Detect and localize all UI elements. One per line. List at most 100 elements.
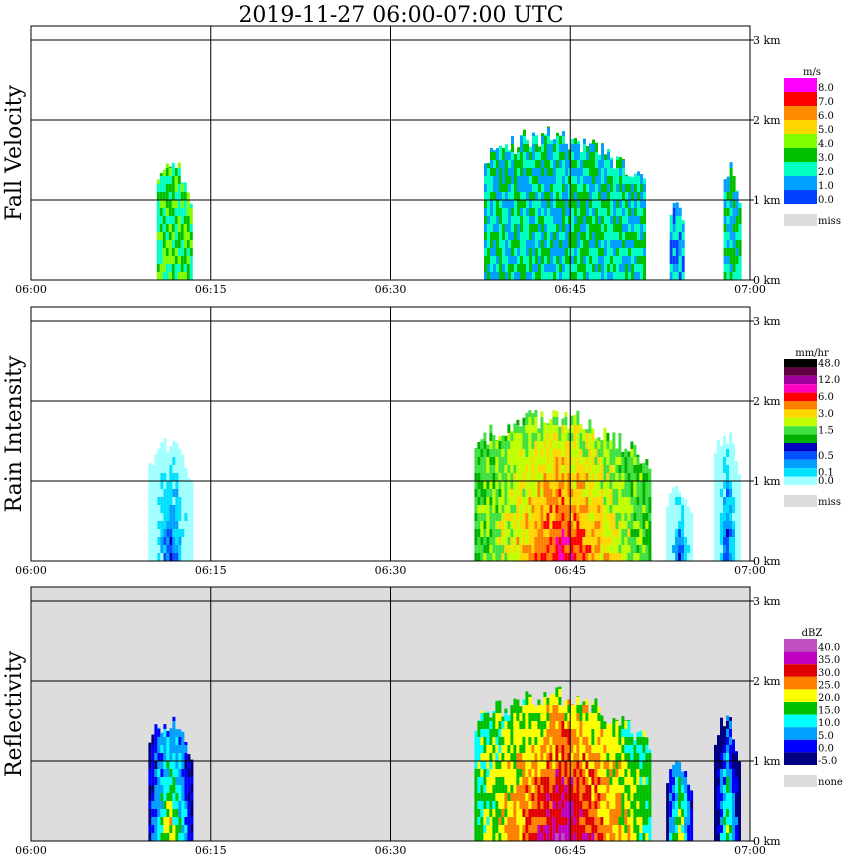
reflectivity-cell: [501, 753, 505, 761]
fall-velocity-cell: [735, 256, 739, 264]
rain-intensity-cell: [510, 513, 514, 521]
fall-velocity-legend-swatch: [784, 120, 817, 134]
fall-velocity-cell: [487, 256, 490, 264]
fall-velocity-cell: [723, 256, 727, 264]
reflectivity-cell: [630, 785, 634, 793]
rain-intensity-cell: [570, 457, 574, 465]
rain-intensity-cell: [639, 521, 643, 529]
fall-velocity-cell: [643, 264, 646, 272]
rain-intensity-cell: [486, 444, 490, 449]
rain-intensity-cell: [606, 441, 610, 449]
reflectivity-cell: [585, 745, 589, 753]
rain-intensity-cell: [603, 545, 607, 553]
reflectivity-cell: [510, 769, 514, 777]
rain-intensity-cell: [582, 497, 586, 505]
rain-intensity-cell: [534, 489, 538, 497]
reflectivity-cell: [540, 729, 544, 737]
reflectivity-cell: [561, 769, 565, 777]
reflectivity-cell: [516, 753, 520, 761]
reflectivity-cell: [552, 697, 556, 705]
rain-intensity-cell: [648, 481, 652, 489]
fall-velocity-echo-0: [156, 162, 193, 280]
rain-intensity-cell: [483, 537, 487, 545]
fall-velocity-cell: [487, 216, 490, 224]
fall-velocity-cell: [556, 192, 559, 200]
rain-intensity-cell: [573, 441, 577, 449]
reflectivity-cell: [507, 793, 511, 801]
fall-velocity-cell: [550, 144, 553, 152]
fall-velocity-cell: [517, 152, 520, 160]
reflectivity-cell: [528, 737, 532, 745]
rain-intensity-cell: [175, 442, 179, 449]
rain-intensity-cell: [723, 513, 726, 521]
fall-velocity-cell: [541, 208, 544, 216]
fall-velocity-cell: [640, 208, 643, 216]
rain-intensity-cell: [582, 505, 586, 513]
fall-velocity-cell: [622, 159, 625, 160]
fall-velocity-legend-swatch: [784, 162, 817, 176]
reflectivity-cell: [627, 833, 631, 841]
rain-intensity-cell: [519, 553, 523, 561]
reflectivity-cell: [181, 793, 185, 801]
reflectivity-cell: [543, 737, 547, 745]
fall-velocity-cell: [616, 216, 619, 224]
reflectivity-cell: [528, 801, 532, 809]
reflectivity-cell: [627, 809, 631, 817]
reflectivity-cell: [570, 809, 574, 817]
reflectivity-cell: [489, 717, 493, 721]
reflectivity-cell: [160, 793, 164, 801]
reflectivity-cell: [597, 825, 601, 833]
reflectivity-cell: [489, 737, 493, 745]
rain-intensity-cell: [486, 505, 490, 513]
rain-intensity-cell: [178, 489, 182, 497]
fall-velocity-cell: [168, 184, 172, 192]
reflectivity-cell: [645, 825, 649, 833]
rain-intensity-cell: [555, 449, 559, 457]
reflectivity-cell: [609, 777, 613, 785]
reflectivity-cell: [507, 729, 511, 737]
reflectivity-cell: [567, 825, 571, 833]
reflectivity-cell: [555, 705, 559, 713]
fall-velocity-cell: [523, 272, 526, 280]
reflectivity-cell: [516, 817, 520, 825]
reflectivity-cell: [627, 801, 631, 809]
reflectivity-cell: [555, 809, 559, 817]
fall-velocity-cell: [723, 179, 727, 184]
reflectivity-cell: [534, 729, 538, 737]
fall-velocity-legend-label: 3.0: [818, 153, 834, 164]
reflectivity-cell: [720, 721, 723, 729]
rain-intensity-cell: [151, 465, 155, 473]
reflectivity-cell: [609, 825, 613, 833]
reflectivity-cell: [576, 809, 580, 817]
rain-intensity-cell: [723, 497, 726, 505]
fall-velocity-cell: [571, 232, 574, 240]
fall-velocity-cell: [568, 149, 571, 152]
rain-intensity-cell: [166, 545, 170, 553]
reflectivity-cell: [684, 833, 688, 841]
fall-velocity-cell: [514, 160, 517, 168]
rain-intensity-cell: [495, 529, 499, 537]
fall-velocity-cell: [610, 224, 613, 232]
rain-intensity-legend-swatch: [784, 468, 817, 477]
reflectivity-cell: [591, 817, 595, 825]
reflectivity-cell: [570, 825, 574, 833]
rain-intensity-cell: [534, 449, 538, 457]
reflectivity-cell: [552, 777, 556, 785]
rain-intensity-legend-label: 6.0: [818, 392, 834, 403]
fall-velocity-cell: [523, 192, 526, 200]
rain-intensity-cell: [720, 513, 723, 521]
rain-intensity-cell: [609, 489, 613, 497]
fall-velocity-cell: [550, 140, 553, 144]
fall-velocity-cell: [574, 208, 577, 216]
reflectivity-cell: [513, 698, 517, 705]
fall-velocity-cell: [174, 184, 178, 192]
reflectivity-cell: [600, 715, 604, 721]
rain-intensity-cell: [714, 481, 717, 489]
reflectivity-cell: [492, 737, 496, 745]
rain-intensity-cell: [729, 465, 732, 473]
rain-intensity-cell: [172, 449, 176, 457]
reflectivity-cell: [498, 753, 502, 761]
reflectivity-cell: [528, 769, 532, 777]
fall-velocity-cell: [622, 272, 625, 280]
fall-velocity-cell: [589, 200, 592, 208]
